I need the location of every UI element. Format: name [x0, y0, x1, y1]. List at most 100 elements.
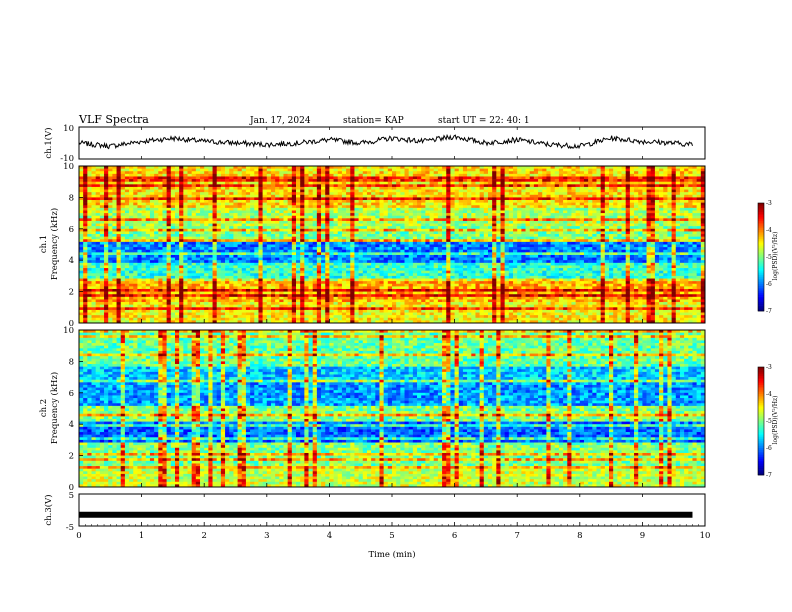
spectrogram-cell	[312, 320, 318, 324]
spectrogram-cell	[225, 317, 230, 321]
spectrogram-cell	[179, 231, 184, 235]
spectrogram-cell	[266, 278, 272, 282]
spectrogram-cell	[108, 315, 113, 319]
spectrogram-cell	[383, 296, 389, 300]
spectrogram-cell	[187, 213, 192, 217]
spectrogram-cell	[304, 254, 309, 258]
spectrogram-cell	[392, 254, 397, 258]
spectrogram-cell	[108, 197, 113, 201]
spectrogram-cell	[396, 236, 401, 240]
spectrogram-cell	[145, 304, 151, 308]
spectrogram-cell	[87, 239, 92, 243]
spectrogram-cell	[116, 228, 122, 232]
spectrogram-cell	[137, 257, 142, 261]
spectrogram-cell	[162, 218, 167, 222]
spectrogram-cell	[145, 176, 151, 180]
spectrogram-cell	[191, 202, 197, 206]
spectrogram-cell	[200, 278, 205, 282]
spectrogram-cell	[158, 302, 163, 305]
spectrogram-cell	[283, 168, 288, 172]
spectrogram-cell	[258, 244, 263, 248]
spectrogram-cell	[417, 205, 422, 209]
spectrogram-cell	[270, 189, 276, 193]
spectrogram-cell	[83, 262, 88, 266]
spectrogram-cell	[392, 186, 397, 190]
spectrogram-cell	[287, 197, 293, 201]
spectrogram-cell	[275, 176, 280, 180]
spectrogram-cell	[162, 192, 167, 196]
spectrogram-cell	[329, 252, 334, 256]
spectrogram-cell	[266, 226, 272, 230]
spectrogram-cell	[195, 273, 201, 277]
spectrogram-cell	[412, 281, 418, 285]
spectrogram-cell	[149, 273, 155, 277]
spectrogram-cell	[91, 168, 96, 172]
spectrogram-cell	[329, 194, 334, 198]
spectrogram-cell	[417, 176, 422, 180]
spectrogram-cell	[283, 186, 288, 190]
spectrogram-cell	[195, 294, 201, 298]
spectrogram-cell	[191, 273, 197, 277]
spectrogram-cell	[170, 296, 176, 300]
spectrogram-cell	[108, 241, 113, 245]
spectrogram-cell	[162, 286, 167, 290]
spectrogram-cell	[358, 249, 364, 253]
spectrogram-cell	[362, 192, 368, 196]
spectrogram-cell	[258, 181, 263, 185]
spectrogram-cell	[187, 215, 192, 219]
spectrogram-cell	[145, 213, 151, 217]
spectrogram-cell	[241, 286, 247, 290]
spectrogram-cell	[174, 320, 180, 324]
spectrogram-cell	[241, 173, 247, 177]
spectrogram-cell	[325, 173, 330, 177]
spectrogram-cell	[266, 215, 272, 219]
spectrogram-cell	[279, 273, 284, 277]
spectrogram-cell	[245, 265, 251, 269]
spectrogram-cell	[91, 257, 96, 261]
spectrogram-cell	[137, 244, 142, 248]
spectrogram-cell	[245, 173, 251, 177]
spectrogram-cell	[212, 249, 218, 253]
spectrogram-cell	[208, 231, 213, 235]
spectrogram-cell	[129, 189, 134, 193]
spectrogram-cell	[312, 254, 318, 258]
spectrogram-cell	[312, 244, 318, 248]
spectrogram-cell	[87, 247, 92, 251]
spectrogram-cell	[421, 176, 426, 180]
spectrogram-cell	[124, 252, 130, 256]
spectrogram-cell	[83, 294, 88, 298]
spectrogram-cell	[174, 294, 180, 298]
spectrogram-cell	[83, 312, 88, 316]
spectrogram-cell	[283, 181, 288, 185]
spectrogram-cell	[350, 257, 355, 261]
spectrogram-cell	[158, 223, 163, 227]
spectrogram-cell	[116, 254, 122, 258]
spectrogram-cell	[400, 239, 405, 243]
spectrogram-cell	[312, 181, 318, 185]
spectrogram-cell	[225, 278, 230, 282]
spectrogram-cell	[287, 268, 293, 271]
spectrogram-cell	[275, 268, 280, 271]
spectrogram-cell	[417, 215, 422, 219]
spectrogram-cell	[325, 270, 330, 274]
spectrogram-cell	[300, 270, 305, 274]
spectrogram-cell	[233, 184, 238, 188]
spectrogram-cell	[216, 173, 222, 177]
spectrogram-cell	[266, 176, 272, 180]
spectrogram-cell	[375, 220, 380, 224]
spectrogram-cell	[108, 218, 113, 222]
spectrogram-cell	[375, 296, 380, 300]
spectrogram-cell	[83, 215, 88, 219]
spectrogram-cell	[204, 320, 209, 324]
spectrogram-cell	[354, 218, 359, 222]
spectrogram-cell	[350, 207, 355, 211]
spectrogram-cell	[108, 283, 113, 287]
spectrogram-cell	[212, 288, 218, 292]
spectrogram-cell	[275, 299, 280, 303]
spectrogram-cell	[141, 317, 147, 321]
spectrogram-cell	[79, 283, 84, 287]
spectrogram-cell	[250, 186, 255, 190]
spectrogram-cell	[392, 317, 397, 321]
spectrogram-cell	[237, 265, 243, 269]
spectrogram-cell	[350, 315, 355, 319]
